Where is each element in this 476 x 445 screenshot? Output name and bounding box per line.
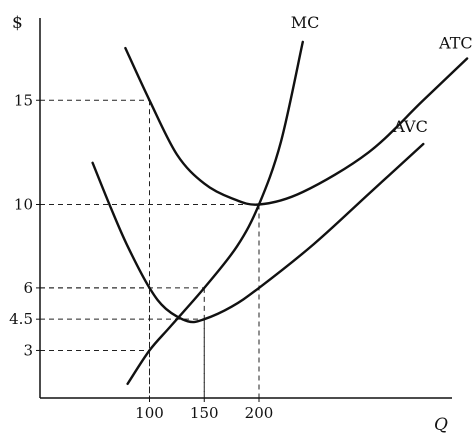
labels: $ Q 3 4.5 6 10 15 100 150 200 MC ATC AVC xyxy=(9,13,473,435)
series-lines xyxy=(91,40,469,385)
series-label-avc: AVC xyxy=(392,117,428,136)
series-label-atc: ATC xyxy=(438,34,473,53)
series-line-avc xyxy=(91,142,425,324)
axes xyxy=(39,18,452,399)
x-tick-label: 150 xyxy=(190,404,219,422)
y-tick-label: 4.5 xyxy=(9,310,33,328)
series-line-mc xyxy=(126,40,304,385)
x-axis-label: Q xyxy=(434,415,448,435)
series-line-atc xyxy=(124,46,469,206)
series-label-mc: MC xyxy=(291,13,320,32)
y-tick-label: 10 xyxy=(14,196,33,214)
y-tick-label: 6 xyxy=(23,279,33,297)
x-tick-label: 200 xyxy=(245,404,274,422)
x-tick-label: 100 xyxy=(135,404,164,422)
reference-lines xyxy=(40,99,260,398)
y-tick-label: 15 xyxy=(14,91,33,109)
y-tick-label: 3 xyxy=(23,341,33,359)
y-axis-label: $ xyxy=(12,13,23,33)
